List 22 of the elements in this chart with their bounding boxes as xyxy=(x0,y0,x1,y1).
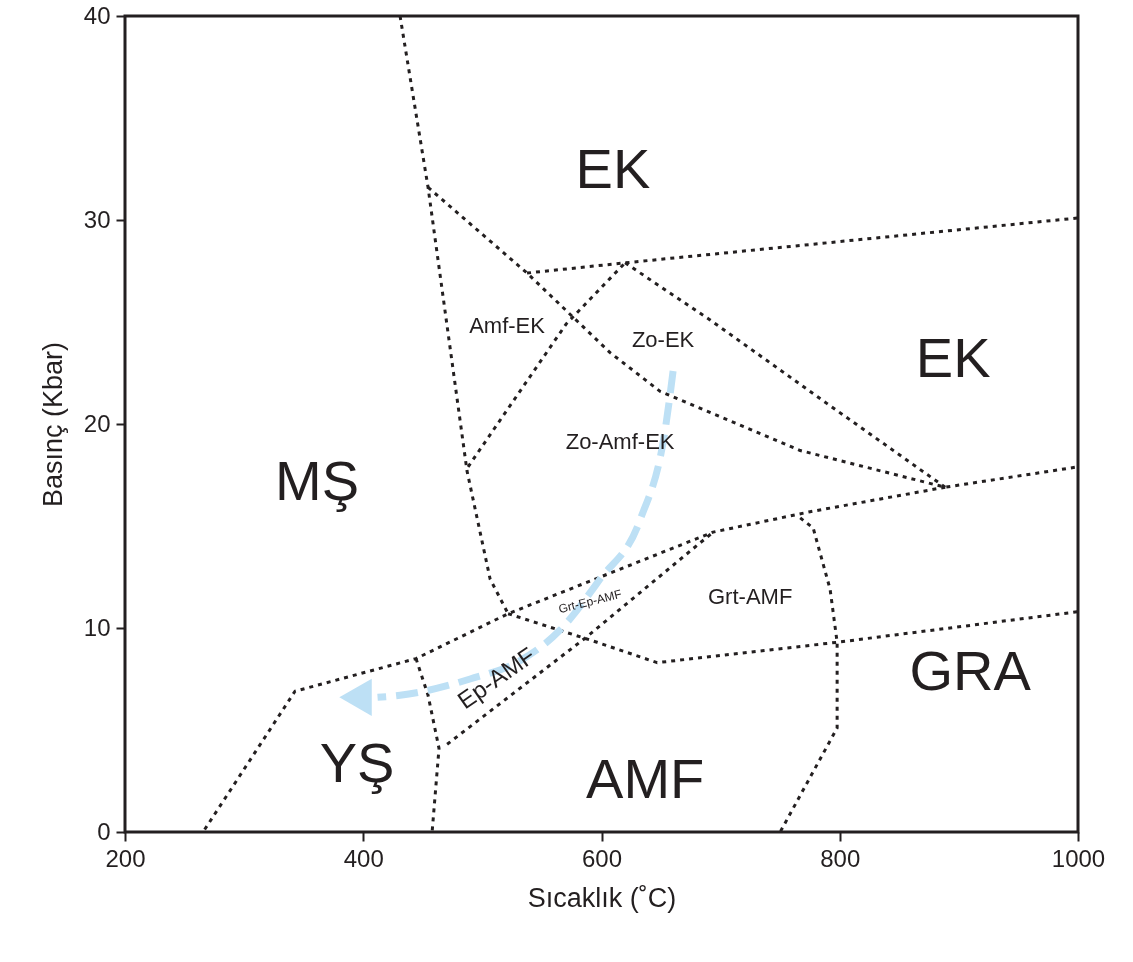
annotation: Zo-EK xyxy=(631,327,695,353)
y-tick-label: 30 xyxy=(83,205,111,233)
y-tick-label: 20 xyxy=(83,409,111,437)
annotation: Zo-Amf-EK xyxy=(565,429,675,455)
annotation: MŞ xyxy=(275,449,360,513)
x-axis-title: Sıcaklık (˚C) xyxy=(527,882,677,913)
annotation: Amf-EK xyxy=(469,313,546,339)
x-tick-label: 1000 xyxy=(1051,844,1106,872)
x-tick-label: 200 xyxy=(105,844,146,872)
x-tick-label: 400 xyxy=(343,844,384,872)
y-axis-title: Basınç (Kbar) xyxy=(37,341,68,508)
annotation: EK xyxy=(575,137,651,201)
y-tick-label: 10 xyxy=(83,613,111,641)
y-tick-label: 40 xyxy=(83,1,111,29)
annotation: AMF xyxy=(586,747,705,810)
annotation: Grt-AMF xyxy=(708,584,793,610)
annotation: EK xyxy=(915,326,991,390)
x-tick-label: 600 xyxy=(581,844,623,872)
y-tick-label: 0 xyxy=(97,817,111,845)
x-tick-label: 800 xyxy=(820,844,861,872)
annotation: YŞ xyxy=(319,730,395,794)
annotation: GRA xyxy=(909,638,1032,702)
